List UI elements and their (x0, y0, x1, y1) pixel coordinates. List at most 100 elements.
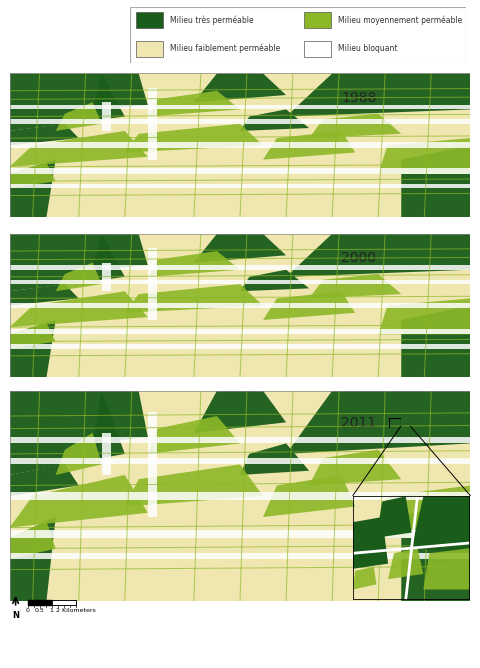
Text: Milieu bloquant: Milieu bloquant (338, 44, 397, 53)
Polygon shape (401, 496, 470, 601)
Polygon shape (10, 521, 56, 559)
Polygon shape (388, 548, 423, 579)
Polygon shape (148, 88, 157, 160)
Polygon shape (263, 131, 355, 160)
Polygon shape (102, 433, 111, 475)
Polygon shape (10, 105, 470, 110)
Text: N: N (12, 611, 19, 621)
Polygon shape (102, 102, 111, 131)
Polygon shape (10, 168, 470, 174)
Polygon shape (263, 475, 355, 517)
Polygon shape (401, 145, 470, 217)
Polygon shape (10, 131, 148, 167)
Polygon shape (355, 73, 364, 217)
Polygon shape (10, 280, 470, 284)
Polygon shape (10, 492, 470, 500)
Polygon shape (194, 234, 286, 263)
Polygon shape (376, 496, 412, 538)
Polygon shape (10, 517, 56, 601)
Polygon shape (286, 391, 470, 454)
Polygon shape (309, 450, 401, 486)
Polygon shape (125, 284, 263, 313)
Polygon shape (378, 138, 470, 174)
Text: 2 Kilometers: 2 Kilometers (56, 608, 96, 613)
Bar (136, 12, 163, 28)
Polygon shape (10, 458, 470, 464)
Polygon shape (194, 73, 286, 102)
Text: 2011: 2011 (341, 416, 377, 430)
Polygon shape (353, 517, 388, 568)
Polygon shape (125, 464, 263, 506)
Polygon shape (102, 263, 111, 291)
Polygon shape (93, 391, 148, 444)
Polygon shape (401, 306, 470, 377)
Polygon shape (56, 102, 102, 131)
Polygon shape (171, 73, 180, 217)
Polygon shape (148, 416, 240, 454)
Polygon shape (355, 391, 364, 601)
Polygon shape (93, 234, 148, 270)
Polygon shape (56, 234, 65, 377)
Polygon shape (217, 73, 226, 217)
Polygon shape (10, 303, 470, 309)
Polygon shape (309, 391, 318, 601)
Polygon shape (240, 110, 309, 131)
Polygon shape (286, 73, 470, 116)
Polygon shape (10, 160, 56, 217)
Polygon shape (263, 291, 355, 320)
Polygon shape (148, 251, 240, 277)
Polygon shape (286, 234, 470, 277)
Text: Milieu faiblement perméable: Milieu faiblement perméable (170, 44, 280, 53)
Polygon shape (217, 391, 226, 601)
Polygon shape (240, 270, 309, 291)
Polygon shape (309, 234, 318, 377)
Text: Milieu moyennement perméable: Milieu moyennement perméable (338, 15, 462, 25)
Polygon shape (10, 184, 470, 188)
Polygon shape (263, 234, 272, 377)
Polygon shape (56, 433, 102, 475)
Polygon shape (10, 391, 125, 475)
Text: 2000: 2000 (341, 251, 376, 265)
Polygon shape (148, 411, 157, 517)
Bar (136, 41, 163, 57)
Polygon shape (378, 299, 470, 334)
Polygon shape (171, 234, 180, 377)
Polygon shape (309, 274, 401, 299)
Polygon shape (28, 601, 52, 605)
Polygon shape (355, 234, 364, 377)
Polygon shape (125, 124, 263, 152)
Polygon shape (10, 291, 148, 327)
Polygon shape (148, 248, 157, 320)
Polygon shape (10, 142, 470, 148)
Polygon shape (10, 323, 56, 349)
Text: 1: 1 (49, 608, 54, 613)
Polygon shape (309, 114, 401, 138)
Polygon shape (309, 73, 318, 217)
Polygon shape (10, 329, 470, 334)
Polygon shape (378, 486, 470, 538)
Polygon shape (412, 496, 470, 553)
Polygon shape (263, 73, 272, 217)
Polygon shape (217, 234, 226, 377)
Polygon shape (10, 320, 56, 377)
Polygon shape (56, 263, 102, 291)
Polygon shape (148, 91, 240, 116)
Polygon shape (171, 391, 180, 601)
Text: Milieu très perméable: Milieu très perméable (170, 15, 253, 25)
Polygon shape (52, 601, 76, 605)
Polygon shape (10, 464, 79, 496)
Polygon shape (263, 391, 272, 601)
Polygon shape (93, 73, 148, 110)
Polygon shape (194, 391, 286, 433)
Text: 0.5: 0.5 (35, 608, 45, 613)
Polygon shape (10, 553, 470, 559)
Polygon shape (353, 566, 376, 590)
Polygon shape (423, 548, 470, 590)
Polygon shape (10, 124, 79, 145)
Polygon shape (10, 234, 125, 291)
Polygon shape (10, 284, 79, 306)
Bar (304, 12, 331, 28)
Bar (304, 41, 331, 57)
Polygon shape (10, 437, 470, 444)
Polygon shape (56, 73, 65, 217)
